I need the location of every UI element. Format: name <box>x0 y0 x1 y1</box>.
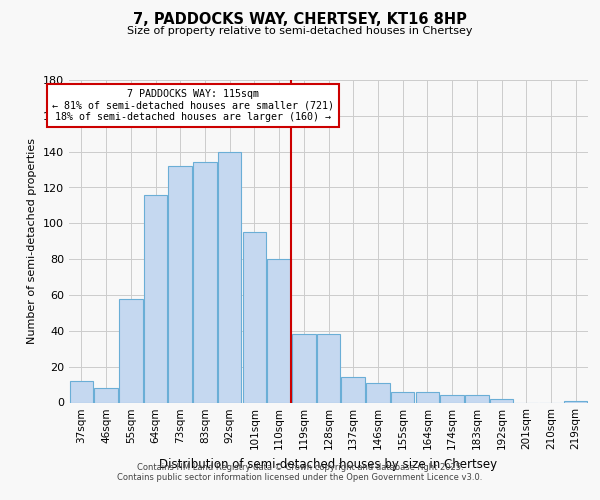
Bar <box>169 166 192 402</box>
Bar <box>218 152 241 402</box>
Text: 7 PADDOCKS WAY: 115sqm
← 81% of semi-detached houses are smaller (721)
18% of se: 7 PADDOCKS WAY: 115sqm ← 81% of semi-det… <box>52 89 334 122</box>
Bar <box>341 378 365 402</box>
Bar <box>391 392 415 402</box>
Bar <box>465 396 488 402</box>
Bar <box>242 232 266 402</box>
Bar <box>440 396 464 402</box>
Bar <box>317 334 340 402</box>
Text: Contains public sector information licensed under the Open Government Licence v3: Contains public sector information licen… <box>118 472 482 482</box>
Bar <box>366 383 389 402</box>
Bar <box>94 388 118 402</box>
Bar <box>564 400 587 402</box>
Bar <box>292 334 316 402</box>
X-axis label: Distribution of semi-detached houses by size in Chertsey: Distribution of semi-detached houses by … <box>160 458 497 471</box>
Bar <box>119 298 143 403</box>
Text: 7, PADDOCKS WAY, CHERTSEY, KT16 8HP: 7, PADDOCKS WAY, CHERTSEY, KT16 8HP <box>133 12 467 28</box>
Bar <box>193 162 217 402</box>
Text: Size of property relative to semi-detached houses in Chertsey: Size of property relative to semi-detach… <box>127 26 473 36</box>
Bar <box>144 194 167 402</box>
Bar <box>490 399 513 402</box>
Bar <box>268 259 291 402</box>
Bar <box>416 392 439 402</box>
Bar <box>70 381 93 402</box>
Y-axis label: Number of semi-detached properties: Number of semi-detached properties <box>28 138 37 344</box>
Text: Contains HM Land Registry data © Crown copyright and database right 2025.: Contains HM Land Registry data © Crown c… <box>137 462 463 471</box>
